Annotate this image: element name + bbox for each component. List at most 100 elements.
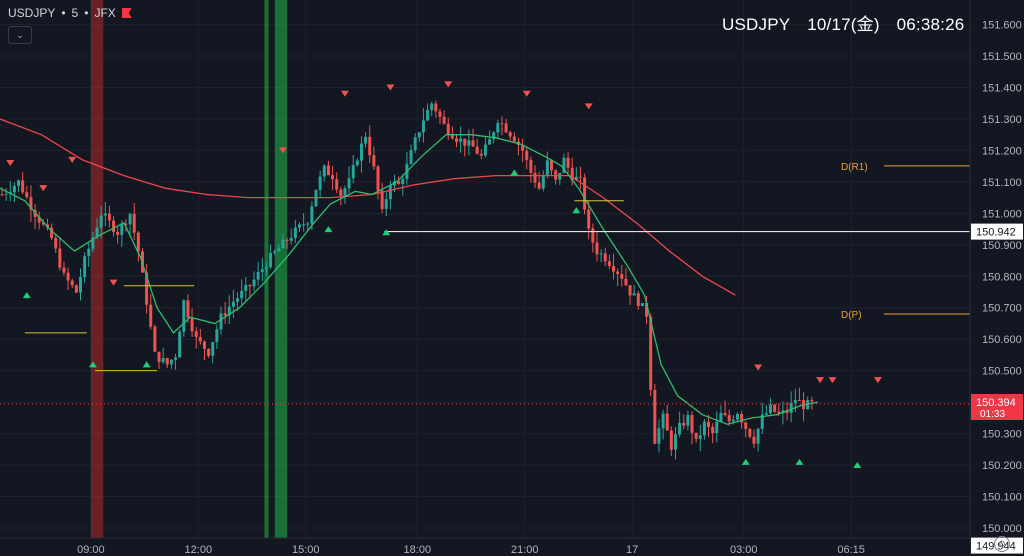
candle-body bbox=[240, 290, 244, 299]
candle-body bbox=[426, 110, 430, 121]
x-tick-label: 09:00 bbox=[77, 544, 105, 556]
candle-body bbox=[186, 300, 190, 318]
candle-body bbox=[376, 166, 380, 191]
candle-body bbox=[17, 180, 21, 186]
y-tick-label: 151.100 bbox=[982, 177, 1022, 189]
candle-body bbox=[211, 342, 215, 356]
clock-symbol: USDJPY bbox=[722, 15, 791, 34]
buy-signal-marker bbox=[142, 361, 151, 368]
candle-body bbox=[678, 422, 682, 435]
candle-body bbox=[293, 227, 297, 238]
candle-body bbox=[417, 132, 421, 138]
moving-average-fast-line bbox=[0, 134, 819, 425]
candle-body bbox=[566, 157, 570, 168]
candle-body bbox=[434, 103, 438, 112]
candle-body bbox=[219, 313, 223, 330]
candle-body bbox=[508, 132, 512, 137]
candle-body bbox=[640, 303, 644, 306]
price-axis-bg bbox=[970, 0, 1024, 556]
candle-body bbox=[310, 206, 314, 224]
candle-body bbox=[636, 293, 640, 306]
candle-body bbox=[289, 237, 293, 241]
candle-body bbox=[124, 223, 128, 225]
candle-body bbox=[182, 300, 186, 332]
candle-body bbox=[587, 209, 591, 229]
candle-body bbox=[488, 139, 492, 145]
candle-body bbox=[467, 140, 471, 146]
candle-body bbox=[335, 179, 339, 190]
candle-body bbox=[339, 189, 343, 196]
separator-dot: • bbox=[84, 6, 89, 20]
candle-body bbox=[603, 253, 607, 262]
candle-body bbox=[545, 160, 549, 176]
candle-body bbox=[570, 167, 574, 181]
candle-body bbox=[620, 273, 624, 279]
y-tick-label: 151.000 bbox=[982, 208, 1022, 220]
symbol-label: USDJPY bbox=[8, 6, 56, 20]
candle-body bbox=[384, 199, 388, 209]
candle-body bbox=[62, 267, 66, 273]
candle-body bbox=[252, 279, 256, 287]
candle-body bbox=[231, 301, 235, 307]
moving-average-slow-line bbox=[0, 118, 736, 296]
candle-body bbox=[483, 144, 487, 156]
candle-body bbox=[810, 400, 814, 402]
candle-body bbox=[731, 419, 735, 422]
buy-signal-marker bbox=[741, 458, 750, 465]
buy-signal-marker bbox=[88, 361, 97, 368]
candle-body bbox=[578, 176, 582, 178]
buy-signal-marker bbox=[795, 458, 804, 465]
y-tick-label: 150.500 bbox=[982, 366, 1022, 378]
candle-body bbox=[665, 413, 669, 431]
candle-body bbox=[653, 389, 657, 444]
candle-body bbox=[145, 272, 149, 305]
x-tick-label: 12:00 bbox=[185, 544, 213, 556]
sell-signal-marker bbox=[6, 160, 15, 167]
candle-body bbox=[583, 177, 587, 210]
candle-body bbox=[702, 421, 706, 436]
candle-body bbox=[521, 144, 525, 151]
candle-body bbox=[273, 251, 277, 253]
marked-price-tag bbox=[971, 223, 1023, 240]
candle-body bbox=[735, 413, 739, 420]
candle-body bbox=[87, 248, 91, 257]
collapse-chevron-icon[interactable]: ⌄ bbox=[8, 26, 32, 44]
candle-body bbox=[616, 271, 620, 274]
candle-body bbox=[351, 165, 355, 179]
candle-body bbox=[194, 331, 198, 337]
buy-signal-marker bbox=[510, 169, 519, 176]
settings-gear-icon[interactable]: ⚙ bbox=[994, 536, 1010, 552]
flag-icon[interactable] bbox=[121, 8, 132, 18]
session-highlight-bar bbox=[90, 0, 104, 538]
candle-body bbox=[698, 435, 702, 439]
sell-signal-marker bbox=[109, 279, 118, 286]
separator-dot: • bbox=[61, 6, 66, 20]
candle-body bbox=[657, 428, 661, 444]
candle-body bbox=[797, 399, 801, 401]
candle-body bbox=[95, 227, 99, 238]
sell-signal-marker bbox=[340, 90, 349, 97]
current-price-label: 150.394 bbox=[976, 397, 1016, 409]
y-tick-label: 150.200 bbox=[982, 460, 1022, 472]
candle-body bbox=[355, 160, 359, 166]
x-tick-label: 03:00 bbox=[730, 544, 758, 556]
candle-body bbox=[789, 402, 793, 413]
candle-body bbox=[760, 414, 764, 429]
candle-body bbox=[207, 348, 211, 356]
candle-body bbox=[752, 436, 756, 444]
candle-body bbox=[372, 155, 376, 167]
candle-body bbox=[682, 422, 686, 426]
y-tick-label: 151.500 bbox=[982, 51, 1022, 63]
candle-body bbox=[550, 160, 554, 171]
candle-body bbox=[628, 285, 632, 296]
candle-body bbox=[359, 143, 363, 161]
candle-body bbox=[649, 316, 653, 390]
candle-body bbox=[66, 272, 70, 281]
y-tick-label: 150.300 bbox=[982, 429, 1022, 441]
buy-signal-marker bbox=[382, 229, 391, 236]
symbol-header[interactable]: USDJPY • 5 • JFX bbox=[8, 6, 132, 20]
candle-body bbox=[777, 411, 781, 414]
pivot-label: D(R1) bbox=[841, 162, 868, 173]
candle-body bbox=[707, 421, 711, 427]
